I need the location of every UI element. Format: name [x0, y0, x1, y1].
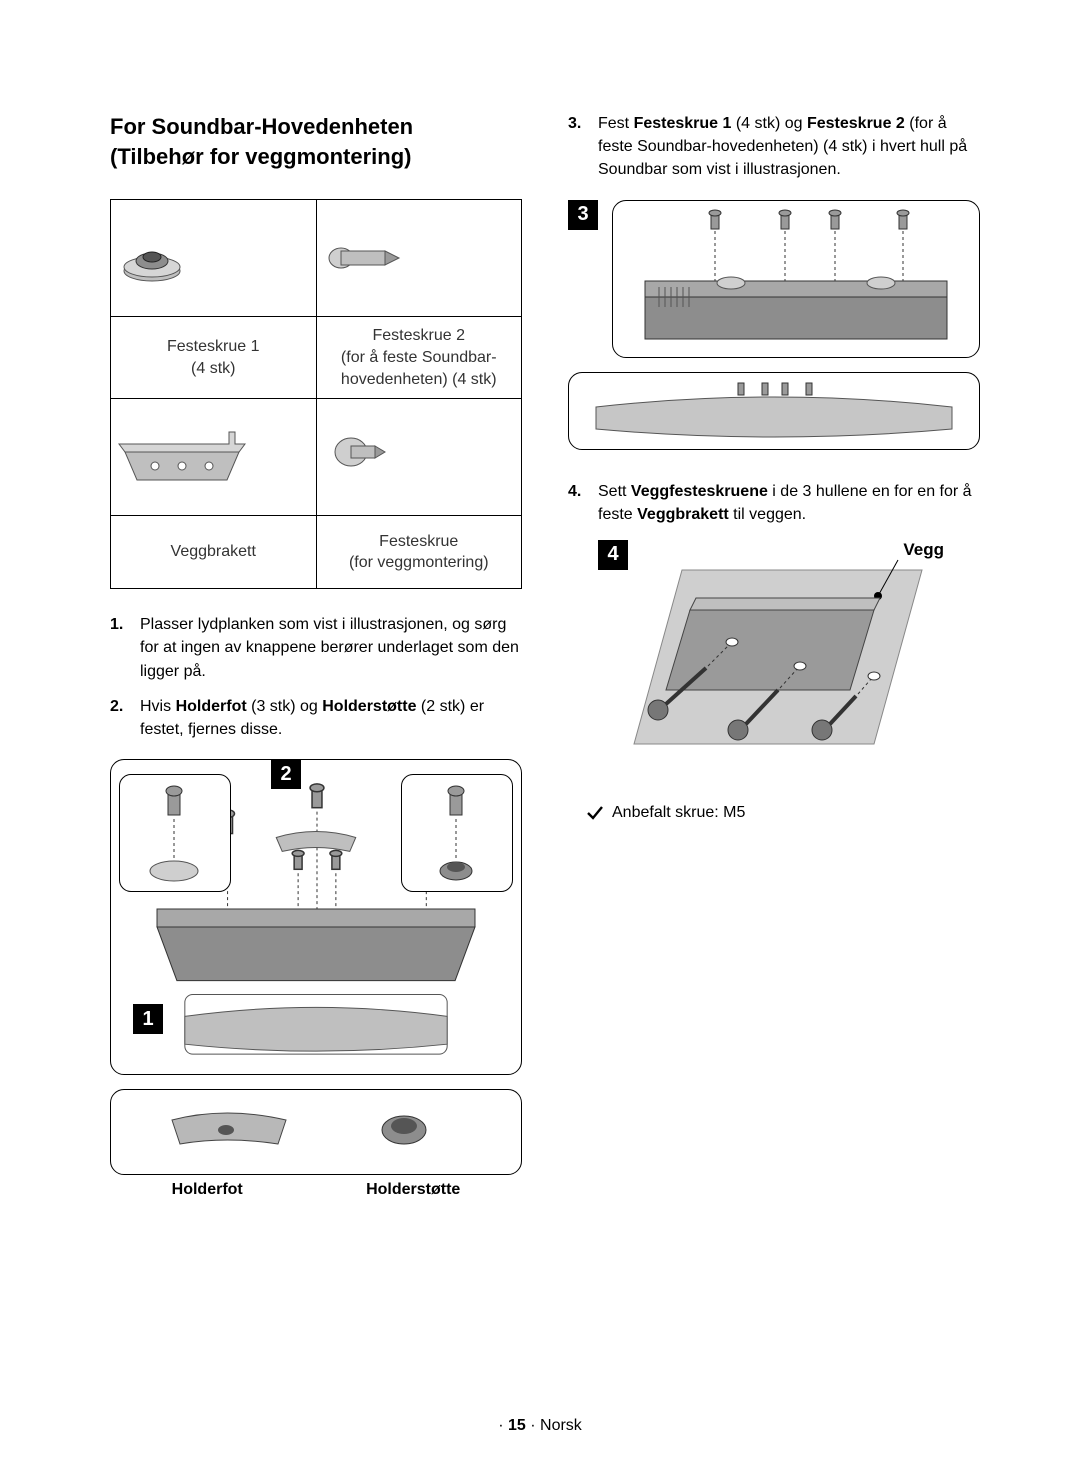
holderfot-label: Holderfot	[172, 1181, 243, 1199]
left-steps: 1.Plasser lydplanken som vist i illustra…	[110, 613, 522, 741]
illustration-3-wrap: 3	[568, 200, 980, 450]
callout-left	[119, 774, 231, 892]
step-4: 4.Sett Veggfesteskruene i de 3 hullene e…	[568, 480, 980, 526]
badge-1: 1	[133, 1004, 163, 1034]
illustration-3b	[568, 372, 980, 450]
page-lang: Norsk	[540, 1417, 582, 1434]
page-footer: · 15 · Norsk	[0, 1417, 1080, 1435]
illustration-parts-strip	[110, 1089, 522, 1175]
holderstotte-label: Holderstøtte	[366, 1181, 460, 1199]
part-label-2: Veggbrakett	[111, 516, 317, 589]
step-3: 3.Fest Festeskrue 1 (4 stk) og Festeskru…	[568, 112, 980, 182]
parts-strip-labels: Holderfot Holderstøtte	[110, 1181, 522, 1199]
callout-right	[401, 774, 513, 892]
part-image-festeskrue-2	[316, 200, 522, 317]
heading-line-1: For Soundbar-Hovedenheten	[110, 114, 413, 139]
wall-label: Vegg	[903, 540, 944, 560]
part-image-festeskrue-1	[111, 200, 317, 317]
illustration-4-svg	[598, 540, 958, 780]
part-label-3: Festeskrue (for veggmontering)	[316, 516, 522, 589]
parts-table: Festeskrue 1 (4 stk) Festeskrue 2 (for å…	[110, 199, 522, 589]
illustration-1-2: 2 1	[110, 759, 522, 1075]
step-4-text: Sett Veggfesteskruene i de 3 hullene en …	[598, 483, 972, 523]
step-1-text: Plasser lydplanken som vist i illustrasj…	[140, 616, 519, 679]
page-number: 15	[508, 1417, 526, 1434]
step-2-text: Hvis Holderfot (3 stk) og Holderstøtte (…	[140, 698, 484, 738]
right-steps-b: 4.Sett Veggfesteskruene i de 3 hullene e…	[568, 480, 980, 526]
badge-2: 2	[271, 759, 301, 789]
part-image-festeskrue-vegg	[316, 399, 522, 516]
illustration-4: 4 Vegg	[598, 540, 980, 780]
recommended-screw: Anbefalt skrue: M5	[586, 804, 980, 822]
right-column: 3.Fest Festeskrue 1 (4 stk) og Festeskru…	[568, 112, 980, 1199]
left-column: For Soundbar-Hovedenheten (Tilbehør for …	[110, 112, 522, 1199]
step-2: 2.Hvis Holderfot (3 stk) og Holderstøtte…	[110, 695, 522, 741]
section-heading: For Soundbar-Hovedenheten (Tilbehør for …	[110, 112, 522, 171]
recommended-screw-text: Anbefalt skrue: M5	[612, 804, 745, 822]
part-image-veggbrakett	[111, 399, 317, 516]
heading-line-2: (Tilbehør for veggmontering)	[110, 144, 411, 169]
badge-3: 3	[568, 200, 598, 230]
badge-4: 4	[598, 540, 628, 570]
part-label-1: Festeskrue 2 (for å feste Soundbar- hove…	[316, 317, 522, 399]
right-steps-a: 3.Fest Festeskrue 1 (4 stk) og Festeskru…	[568, 112, 980, 182]
part-label-0: Festeskrue 1 (4 stk)	[111, 317, 317, 399]
step-1: 1.Plasser lydplanken som vist i illustra…	[110, 613, 522, 683]
check-icon	[586, 804, 604, 822]
step-3-text: Fest Festeskrue 1 (4 stk) og Festeskrue …	[598, 115, 967, 178]
illustration-3a	[612, 200, 980, 358]
